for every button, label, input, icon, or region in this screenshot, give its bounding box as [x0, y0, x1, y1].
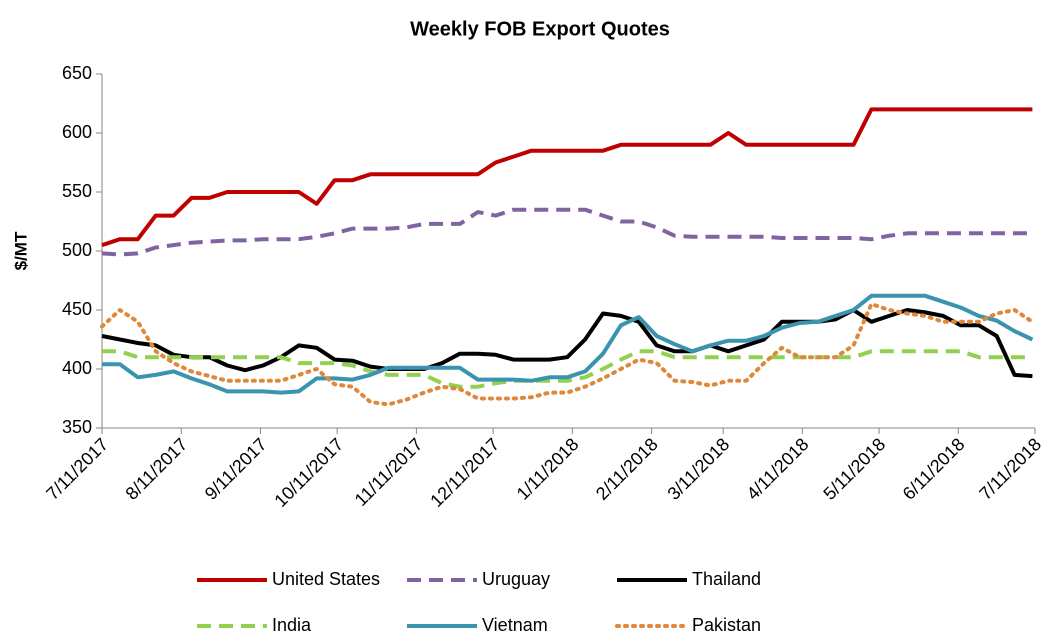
- series-line: [101, 308, 1033, 379]
- x-tick-label: 4/11/2018: [743, 434, 813, 504]
- x-tick-label: 10/11/2017: [270, 434, 347, 511]
- y-tick-label: 600: [62, 122, 92, 142]
- legend-label: Vietnam: [482, 615, 548, 635]
- x-tick-label: 7/11/2017: [42, 434, 112, 504]
- legend-label: Pakistan: [692, 615, 761, 635]
- legend-label: Uruguay: [482, 569, 550, 589]
- x-tick-label: 11/11/2017: [351, 434, 427, 510]
- x-tick-label: 8/11/2017: [122, 434, 192, 504]
- x-tick-label: 5/11/2018: [819, 434, 889, 504]
- series-line: [101, 107, 1033, 247]
- y-tick-label: 500: [62, 240, 92, 260]
- x-tick-label: 9/11/2017: [201, 434, 271, 504]
- y-axis-label: $/MT: [11, 231, 30, 270]
- y-tick-label: 400: [62, 358, 92, 378]
- x-tick-label: 2/11/2018: [592, 434, 662, 504]
- legend-label: India: [272, 615, 312, 635]
- x-tick-label: 6/11/2018: [899, 434, 969, 504]
- x-tick-label: 3/11/2018: [664, 434, 734, 504]
- x-tick-label: 7/11/2018: [975, 434, 1042, 504]
- series-line: [101, 207, 1033, 257]
- x-tick-label: 12/11/2017: [426, 434, 503, 511]
- x-tick-label: 1/11/2018: [513, 434, 583, 504]
- chart-title: Weekly FOB Export Quotes: [410, 18, 670, 40]
- series-line: [102, 293, 1034, 395]
- legend-label: Thailand: [692, 569, 761, 589]
- legend-label: United States: [272, 569, 380, 589]
- y-tick-label: 450: [62, 299, 92, 319]
- y-tick-label: 350: [62, 417, 92, 437]
- series-line: [100, 302, 1035, 407]
- series-line: [102, 349, 1033, 389]
- y-tick-label: 650: [62, 63, 92, 83]
- y-tick-label: 550: [62, 181, 92, 201]
